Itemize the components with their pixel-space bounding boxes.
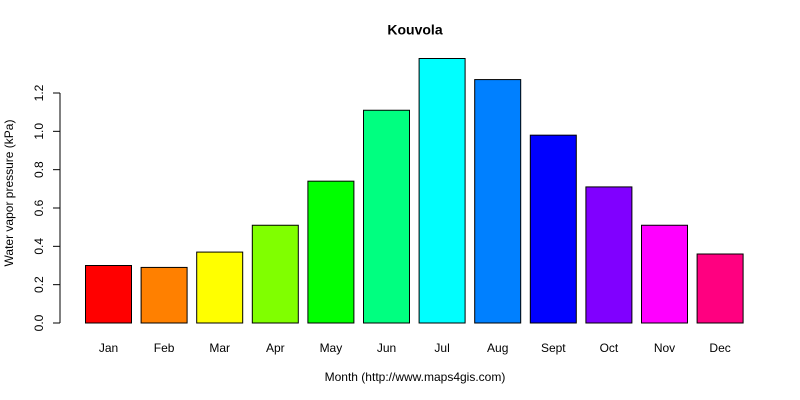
x-tick-label: Mar <box>209 341 230 355</box>
bar <box>529 134 577 324</box>
x-tick-label: Sept <box>541 341 566 355</box>
y-tick-label: 0.8 <box>32 161 46 178</box>
y-tick-label: 1.0 <box>32 123 46 140</box>
y-tick-label: 0.6 <box>32 199 46 216</box>
x-axis-label: Month (http://www.maps4gis.com) <box>325 370 506 384</box>
y-tick-label: 0.2 <box>32 276 46 293</box>
bar <box>418 58 466 324</box>
bar <box>696 253 744 324</box>
bar <box>641 224 688 324</box>
x-tick-label: Jun <box>377 341 396 355</box>
x-tick-label: Feb <box>154 341 175 355</box>
chart-title: Kouvola <box>387 22 442 38</box>
bar <box>251 224 299 324</box>
x-tick-label: Aug <box>487 341 508 355</box>
bar <box>85 265 132 324</box>
bar <box>196 251 244 324</box>
x-tick-label: Dec <box>709 341 730 355</box>
y-tick-label: 0.0 <box>32 314 46 331</box>
bar <box>140 266 188 324</box>
bar <box>307 180 355 324</box>
x-tick-label: Nov <box>654 341 675 355</box>
bar <box>585 186 633 324</box>
y-tick-label: 1.2 <box>32 84 46 101</box>
y-tick-label: 0.4 <box>32 238 46 255</box>
x-tick-label: May <box>320 341 343 355</box>
x-tick-label: Jul <box>434 341 449 355</box>
y-axis-label: Water vapor pressure (kPa) <box>2 120 16 267</box>
x-tick-label: Oct <box>600 341 619 355</box>
x-tick-label: Jan <box>99 341 118 355</box>
bar <box>474 79 522 324</box>
bar <box>363 109 410 324</box>
x-tick-label: Apr <box>266 341 285 355</box>
